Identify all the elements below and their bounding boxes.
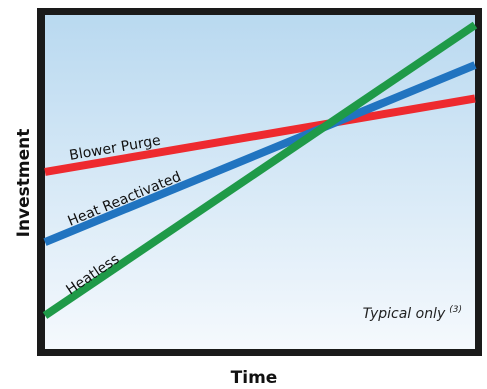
series-layer <box>42 21 478 319</box>
blower-purge-line <box>44 94 476 176</box>
note-superscript: (3) <box>449 305 462 315</box>
heatless-line <box>42 21 478 319</box>
y-axis-title: Investment <box>14 129 34 238</box>
note-text: Typical only <box>363 306 446 322</box>
typical-only-note: Typical only (3) <box>363 305 462 322</box>
x-axis-title: Time <box>231 368 278 388</box>
heat-reactivated-line <box>43 61 477 246</box>
